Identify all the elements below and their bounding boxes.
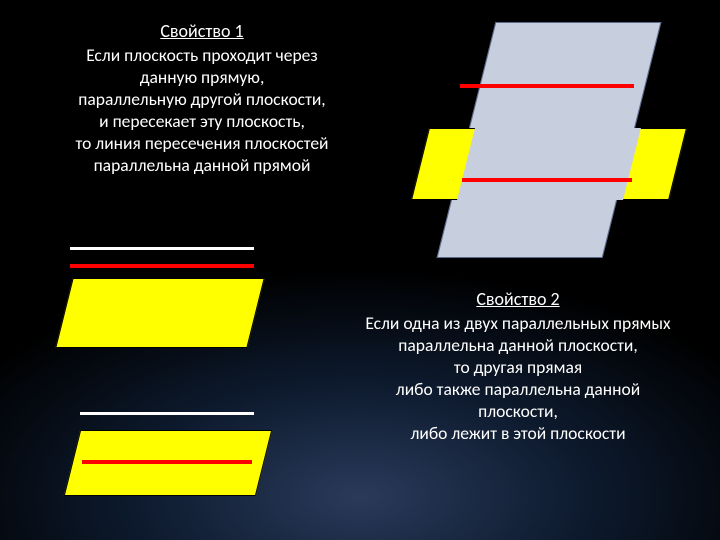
diagram1-blue-patch [457, 128, 641, 200]
property-2-line-0: Если одна из двух параллельных прямых [365, 312, 670, 334]
property-2-text: Свойство 2 Если одна из двух параллельны… [338, 288, 698, 445]
property-1-text: Свойство 1 Если плоскость проходит через… [52, 20, 352, 177]
diagram2a-red-line [70, 264, 254, 268]
property-2-title: Свойство 2 [338, 288, 698, 311]
property-2-line-5: либо лежит в этой плоскости [410, 422, 625, 444]
property-2-line-4: плоскости, [478, 400, 558, 422]
property-1-line-4: то линия пересечения плоскостей [76, 132, 329, 154]
diagram2a-yellow-plane [55, 278, 264, 348]
property-2-line-2: то другая прямая [454, 356, 582, 378]
diagram1-red-line-top [460, 84, 634, 88]
property-1-title: Свойство 1 [52, 20, 352, 43]
diagram2b-white-line [80, 412, 254, 415]
property-2-line-3: либо также параллельна данной [396, 378, 640, 400]
property-1-line-1: данную прямую, [140, 66, 265, 88]
property-1-line-3: и пересекает эту плоскость, [99, 110, 305, 132]
diagram2b-red-line [82, 460, 252, 464]
property-2-line-1: параллельна данной плоскости, [398, 334, 637, 356]
diagram1-red-line-bottom [462, 178, 632, 182]
property-1-line-2: параллельную другой плоскости, [78, 88, 325, 110]
property-1-line-5: параллельна данной прямой [94, 154, 311, 176]
property-1-line-0: Если плоскость проходит через [86, 44, 318, 66]
diagram2a-white-line [70, 247, 254, 250]
